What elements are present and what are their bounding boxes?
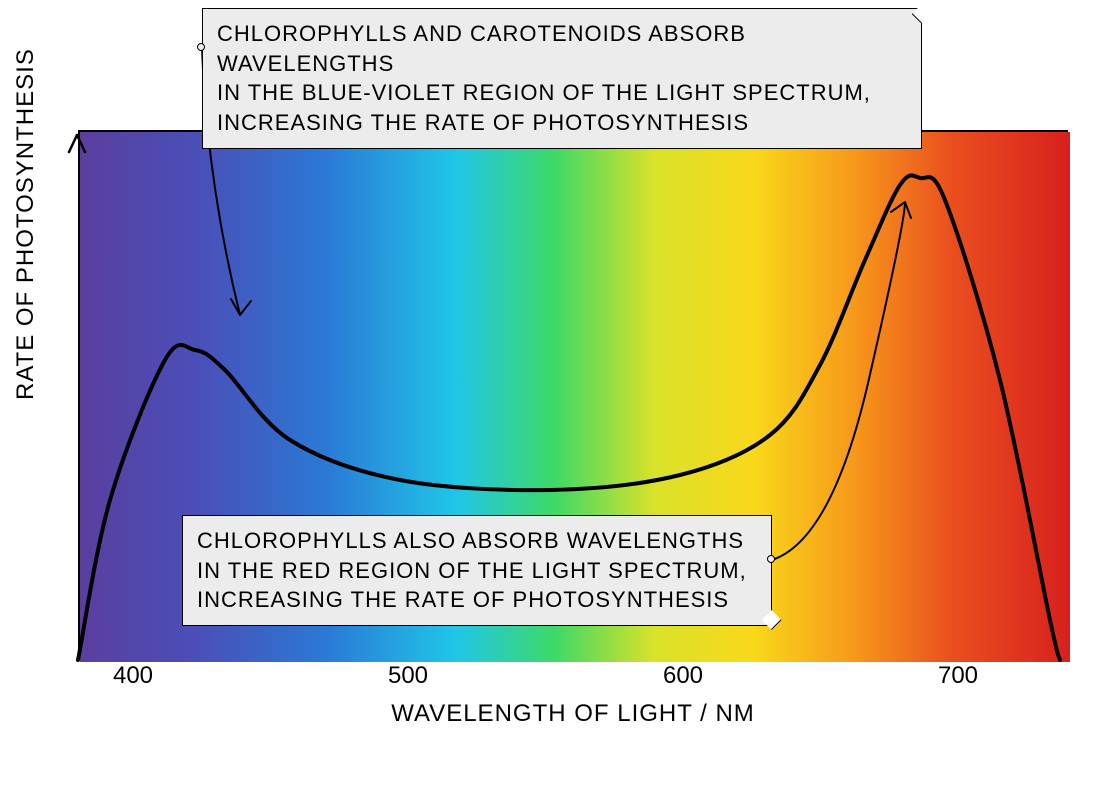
connector-dot-red	[767, 555, 775, 563]
callout-red-line1: CHLOROPHYLLS ALSO ABSORB WAVELENGTHS	[197, 528, 744, 553]
callout-blue-violet-line2: IN THE BLUE-VIOLET REGION OF THE LIGHT S…	[217, 80, 871, 105]
x-tick-label: 700	[938, 662, 978, 690]
callout-red-line2: IN THE RED REGION OF THE LIGHT SPECTRUM,	[197, 558, 747, 583]
x-tick-label: 600	[663, 662, 703, 690]
x-tick-label: 400	[113, 662, 153, 690]
callout-blue-violet: CHLOROPHYLLS AND CAROTENOIDS ABSORB WAVE…	[202, 8, 922, 149]
x-tick-label: 500	[388, 662, 428, 690]
x-axis-label: WAVELENGTH OF LIGHT / NM	[78, 700, 1068, 728]
callout-blue-violet-line1: CHLOROPHYLLS AND CAROTENOIDS ABSORB WAVE…	[217, 21, 746, 76]
callout-red: CHLOROPHYLLS ALSO ABSORB WAVELENGTHS IN …	[182, 515, 772, 626]
y-axis-label: RATE OF PHOTOSYNTHESIS	[12, 48, 40, 400]
connector-dot-blue-violet	[197, 43, 205, 51]
callout-blue-violet-line3: INCREASING THE RATE OF PHOTOSYNTHESIS	[217, 110, 749, 135]
callout-red-line3: INCREASING THE RATE OF PHOTOSYNTHESIS	[197, 587, 729, 612]
